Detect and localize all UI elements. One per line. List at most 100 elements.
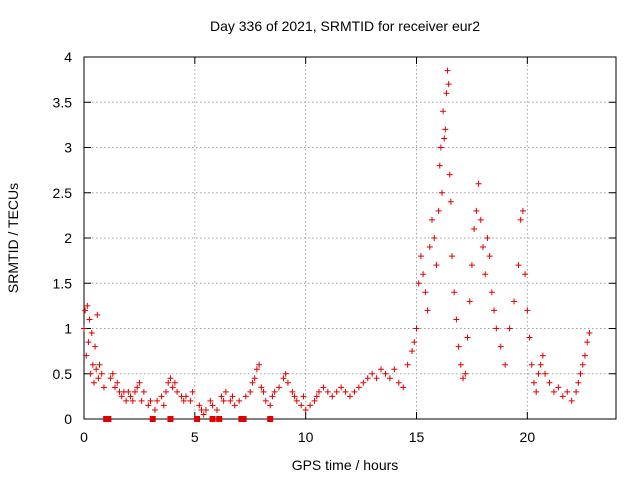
data-point: [271, 388, 278, 395]
data-point: [441, 135, 448, 142]
data-point: [537, 361, 544, 368]
data-point: [433, 262, 440, 269]
data-point: [134, 384, 141, 391]
data-point: [315, 388, 322, 395]
data-point: [443, 90, 450, 97]
data-point: [453, 316, 460, 323]
data-point: [282, 370, 289, 377]
data-point: [107, 375, 114, 382]
data-point: [167, 375, 174, 382]
data-point: [207, 397, 214, 404]
data-point: [488, 289, 495, 296]
data-point: [125, 388, 132, 395]
data-point: [83, 352, 90, 359]
data-point: [253, 366, 260, 373]
data-point: [546, 379, 553, 386]
data-point: [579, 361, 586, 368]
data-point: [573, 388, 580, 395]
data-points: [81, 67, 593, 418]
data-point: [564, 388, 571, 395]
data-point: [364, 375, 371, 382]
gap-marker: [167, 416, 174, 422]
data-point: [447, 198, 454, 205]
y-tick-label: 4: [64, 49, 72, 65]
data-point: [298, 402, 305, 409]
data-point: [256, 361, 263, 368]
data-point: [267, 402, 274, 409]
data-point: [95, 375, 102, 382]
data-point: [422, 289, 429, 296]
y-tick-label: 0: [64, 411, 72, 427]
data-point: [568, 397, 575, 404]
data-point: [424, 307, 431, 314]
data-point: [581, 352, 588, 359]
data-point: [214, 406, 220, 413]
x-tick-label: 5: [191, 429, 199, 445]
data-point: [464, 334, 471, 341]
data-point: [559, 393, 566, 400]
data-point: [584, 339, 591, 346]
data-point: [338, 384, 345, 391]
data-point: [431, 235, 438, 241]
y-tick-label: 3.5: [53, 94, 73, 110]
data-point: [413, 325, 420, 332]
data-point: [84, 302, 91, 309]
data-point: [242, 393, 249, 400]
y-tick-label: 2.5: [53, 185, 73, 201]
data-point: [517, 216, 524, 223]
data-point: [180, 397, 187, 404]
y-axis-label: SRMTID / TECUs: [5, 183, 21, 293]
data-point: [85, 339, 92, 346]
y-tick-label: 1.5: [53, 275, 73, 291]
x-tick-label: 10: [298, 429, 314, 445]
data-point: [444, 67, 451, 74]
data-point: [486, 253, 493, 260]
data-point: [154, 397, 161, 404]
data-point: [448, 253, 455, 260]
data-point: [506, 325, 513, 332]
gap-marker: [149, 416, 156, 422]
data-point: [300, 393, 307, 400]
data-point: [171, 379, 178, 386]
data-point: [236, 397, 243, 404]
data-point: [109, 370, 116, 377]
data-point: [491, 307, 498, 314]
data-point: [400, 384, 407, 391]
data-point: [258, 384, 265, 391]
data-point: [90, 379, 97, 386]
data-point: [311, 397, 318, 404]
data-point: [163, 388, 170, 395]
data-point: [92, 343, 99, 350]
data-point: [460, 375, 467, 382]
data-point: [222, 388, 229, 395]
data-point: [96, 361, 103, 368]
data-point: [89, 361, 96, 368]
data-point: [293, 397, 300, 404]
data-point: [586, 330, 593, 337]
data-point: [165, 379, 172, 386]
data-point: [313, 393, 320, 400]
y-tick-label: 2: [64, 230, 72, 246]
data-point: [417, 253, 424, 260]
data-point: [378, 366, 385, 373]
data-point: [522, 271, 529, 278]
data-point: [140, 388, 147, 395]
gap-marker: [216, 416, 223, 422]
data-point: [575, 379, 582, 386]
data-point: [118, 393, 125, 400]
data-point: [497, 343, 504, 350]
data-point: [535, 370, 542, 377]
data-point: [404, 361, 411, 368]
data-point: [482, 271, 489, 278]
data-point: [550, 388, 557, 395]
data-point: [539, 352, 546, 359]
data-point: [87, 370, 94, 377]
data-point: [468, 262, 475, 269]
data-point: [484, 235, 491, 241]
data-point: [269, 393, 276, 400]
data-point: [129, 397, 136, 404]
data-point: [174, 388, 181, 395]
data-point: [98, 370, 105, 377]
gap-markers: [103, 416, 274, 422]
data-point: [526, 334, 533, 341]
